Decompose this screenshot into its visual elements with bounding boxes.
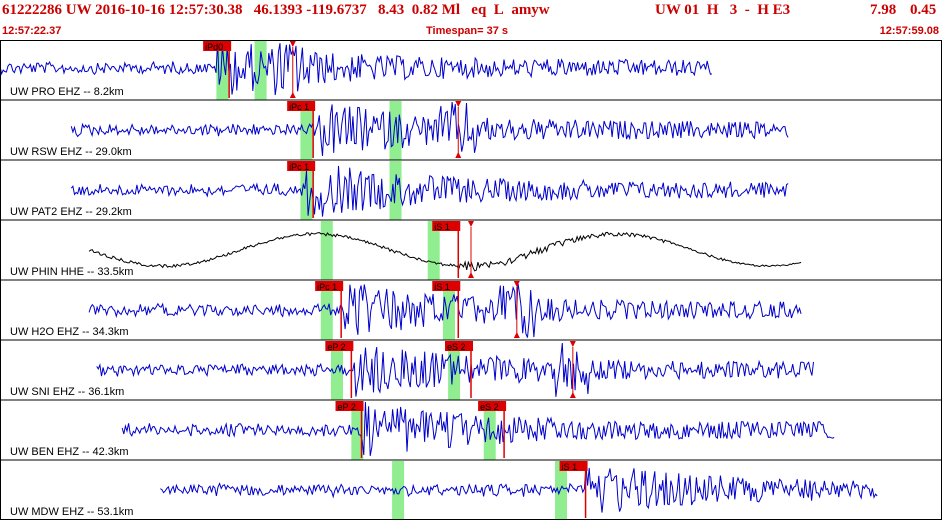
pick-label: iPc 1: [289, 102, 309, 112]
trace-row: eP 2 eS 2 UW BEN EHZ -- 42.3km: [0, 401, 942, 461]
pick-label-box: [445, 341, 473, 351]
pick-window: [320, 281, 333, 340]
event-lon: -119.6737: [306, 2, 367, 18]
trace-row: iPc 1 UW PAT2 EHZ -- 29.2km: [0, 161, 942, 221]
pick-window: [555, 461, 568, 520]
trace-row: iPc 1 UW RSW EHZ -- 29.0km: [0, 101, 942, 161]
waveform-trace: [96, 342, 814, 397]
pick-label-box: [325, 341, 354, 351]
pick-label-box: [432, 221, 461, 231]
channel-label: UW PAT2 EHZ -- 29.2km: [10, 206, 132, 218]
waveform-trace: [0, 41, 713, 96]
pick-label: iS 1: [434, 282, 450, 292]
pick-window: [300, 101, 313, 160]
pick-label: iS 1: [434, 222, 450, 232]
event-depth: 8.43: [377, 2, 405, 18]
pick-window: [216, 41, 229, 100]
s-triangle-marker-bottom: [468, 272, 474, 278]
pick-label-box: [335, 401, 364, 411]
pick-label: iPd0: [205, 42, 223, 52]
s-triangle-marker: [289, 41, 296, 47]
channel-label: UW H2O EHZ -- 34.3km: [10, 326, 129, 338]
waveform-trace: [88, 231, 802, 272]
trace-row: iS 1 UW PHIN HHE -- 33.5km: [0, 221, 942, 281]
pick-label-box: [315, 281, 344, 291]
pick-label-box: [287, 101, 316, 111]
channel-label: UW SNI EHZ -- 36.1km: [10, 386, 124, 398]
channel-label: UW MDW EHZ -- 53.1km: [10, 506, 133, 518]
pick-label: iS 1: [562, 462, 578, 472]
trace-row: iPc 1 iS 1 UW H2O EHZ -- 34.3km: [0, 281, 942, 341]
pick-label-box: [559, 461, 588, 471]
waveform-trace: [70, 165, 789, 217]
channel-label: UW RSW EHZ -- 29.0km: [10, 146, 132, 158]
s-triangle-marker-bottom: [455, 152, 462, 158]
pick-window: [392, 461, 405, 520]
trace-row: eP 2 eS 2 UW SNI EHZ -- 36.1km: [0, 341, 942, 401]
event-source: amyw: [511, 2, 550, 18]
event-num1: 7.98: [870, 2, 897, 18]
event-summary-line: 61222286 UW 2016-10-16 12:57:30.38 46.13…: [2, 2, 550, 19]
waveform-trace: [88, 282, 802, 338]
s-triangle-marker-bottom: [289, 92, 296, 98]
pick-window: [320, 221, 333, 280]
pick-label-box: [432, 281, 461, 291]
pick-window: [351, 401, 364, 460]
s-triangle-marker: [468, 221, 474, 227]
pick-window: [330, 341, 343, 400]
end-time: 12:57:59.08: [879, 25, 939, 37]
s-triangle-marker-bottom: [569, 392, 576, 398]
s-triangle-marker: [569, 341, 576, 347]
pick-label: eP 2: [338, 402, 356, 412]
trace-row: iPd0 UW PRO EHZ -- 8.2km: [0, 41, 942, 101]
pick-label-box: [203, 41, 232, 51]
waveform-trace: [160, 465, 878, 513]
event-status-block: UW 01 H 3 - H E3: [655, 2, 791, 18]
channel-label: UW PRO EHZ -- 8.2km: [10, 86, 124, 98]
pick-label: eS 2: [480, 402, 499, 412]
channel-label: UW BEN EHZ -- 42.3km: [10, 446, 129, 458]
trace-row: iS 1 UW MDW EHZ -- 53.1km: [0, 461, 942, 520]
event-header: 61222286 UW 2016-10-16 12:57:30.38 46.13…: [0, 0, 942, 40]
channel-label: UW PHIN HHE -- 33.5km: [10, 266, 133, 278]
pick-label-box: [478, 401, 507, 411]
event-num2: 0.45: [910, 2, 937, 18]
event-datetime: 2016-10-16 12:57:30.38: [95, 2, 243, 18]
waveform-trace: [121, 401, 835, 456]
seismogram-panel[interactable]: iPd0 UW PRO EHZ -- 8.2km iPc 1 UW RSW EHZ -…: [0, 40, 942, 520]
pick-window: [254, 41, 267, 100]
pick-window: [427, 221, 440, 280]
event-id: 61222286: [2, 2, 62, 18]
timespan-label: Timespan= 37 s: [426, 25, 509, 37]
s-triangle-marker: [513, 281, 520, 287]
pick-label: iPc 1: [317, 282, 337, 292]
pick-label: eS 2: [447, 342, 466, 352]
waveform-trace: [70, 102, 789, 156]
s-triangle-marker-bottom: [513, 332, 520, 338]
s-triangle-marker: [455, 101, 462, 107]
pick-label: iPc 1: [289, 162, 309, 172]
event-mag-type: Ml: [441, 2, 461, 18]
event-network: UW: [65, 2, 92, 18]
event-magnitude: 0.82: [411, 2, 438, 18]
pick-window: [389, 101, 402, 160]
event-lat: 46.1393: [253, 2, 303, 18]
pick-label: eP 2: [327, 342, 345, 352]
start-time: 12:57:22.37: [2, 25, 62, 37]
event-type: eq: [471, 2, 487, 18]
event-review: L: [493, 2, 504, 18]
pick-label-box: [287, 161, 316, 171]
